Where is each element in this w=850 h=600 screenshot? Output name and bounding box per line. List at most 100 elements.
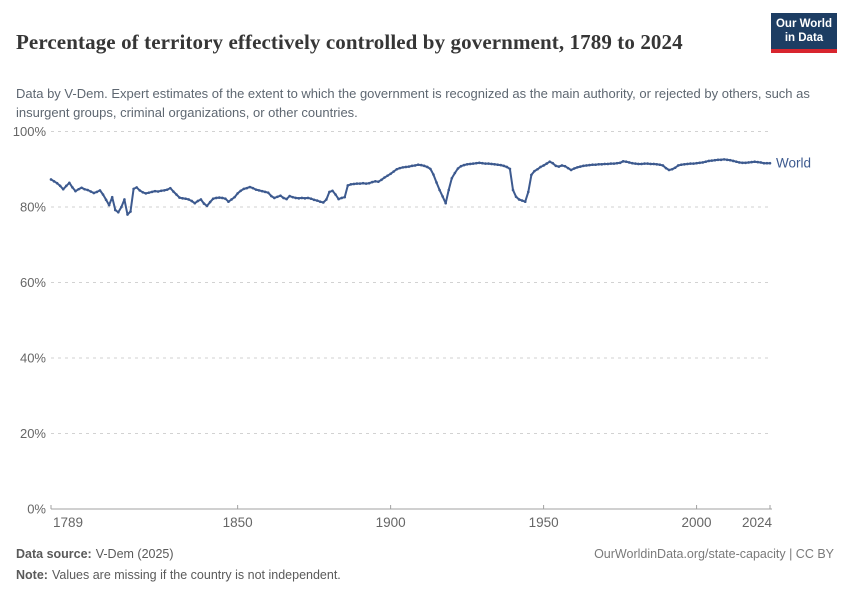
- data-point: [725, 158, 729, 162]
- data-point: [141, 190, 145, 194]
- data-point: [199, 198, 203, 201]
- data-point: [438, 188, 441, 192]
- data-point: [496, 163, 499, 167]
- data-point: [77, 187, 80, 191]
- data-point: [331, 189, 334, 193]
- data-point: [221, 196, 224, 200]
- data-point: [517, 198, 521, 201]
- data-point: [536, 167, 539, 171]
- data-point: [649, 162, 652, 166]
- data-point: [606, 162, 610, 166]
- data-point: [502, 164, 506, 168]
- data-point: [738, 161, 741, 164]
- data-point: [673, 166, 677, 170]
- data-point: [282, 196, 285, 200]
- data-point: [169, 186, 172, 190]
- data-point: [205, 204, 209, 208]
- y-axis-tick-label: 80%: [20, 200, 46, 215]
- data-point: [698, 161, 701, 165]
- chart-subtitle: Data by V-Dem. Expert estimates of the e…: [16, 86, 810, 120]
- data-point: [569, 168, 573, 172]
- data-point: [753, 160, 757, 163]
- data-point: [410, 164, 414, 168]
- data-point: [478, 161, 481, 165]
- data-point: [98, 189, 102, 192]
- data-point: [710, 159, 714, 162]
- data-point: [756, 160, 760, 164]
- data-point: [306, 196, 310, 200]
- footer-citation-link[interactable]: OurWorldinData.org/state-capacity | CC B…: [594, 547, 834, 561]
- data-point: [695, 161, 698, 165]
- data-point: [511, 188, 515, 192]
- world-line[interactable]: [50, 158, 771, 216]
- data-point: [716, 158, 720, 162]
- data-point: [701, 161, 704, 164]
- data-point: [661, 164, 665, 167]
- data-point: [178, 196, 181, 199]
- data-point: [579, 165, 582, 168]
- data-point: [251, 186, 255, 190]
- page-title: Percentage of territory effectively cont…: [16, 30, 683, 55]
- data-point: [263, 190, 267, 194]
- data-point: [643, 162, 646, 165]
- data-point: [367, 181, 371, 185]
- data-point: [692, 162, 695, 165]
- data-point: [138, 189, 142, 192]
- data-point: [89, 190, 93, 193]
- data-point: [257, 189, 261, 192]
- data-point: [227, 200, 230, 204]
- series-label-world[interactable]: World: [776, 156, 811, 171]
- data-point: [609, 162, 613, 165]
- data-point: [224, 197, 227, 200]
- data-point: [370, 180, 374, 184]
- data-point: [429, 167, 432, 171]
- data-point: [214, 196, 218, 200]
- data-point: [129, 210, 132, 213]
- data-point: [101, 193, 105, 196]
- data-point: [266, 191, 270, 194]
- data-point: [132, 187, 135, 191]
- data-point: [652, 162, 656, 166]
- data-point: [269, 194, 273, 198]
- data-point: [447, 188, 451, 192]
- data-point: [352, 182, 356, 186]
- data-point: [566, 166, 570, 170]
- data-point: [533, 169, 536, 173]
- y-axis-tick-label: 60%: [20, 275, 46, 290]
- data-point: [404, 165, 408, 169]
- data-point: [165, 188, 169, 191]
- data-point: [667, 168, 671, 172]
- y-axis-tick-label: 40%: [20, 351, 46, 366]
- data-point: [361, 181, 365, 185]
- data-point: [444, 201, 447, 205]
- data-point: [364, 182, 368, 185]
- data-point: [594, 163, 597, 167]
- data-point: [731, 159, 735, 163]
- data-point: [318, 200, 322, 204]
- data-point: [450, 177, 454, 180]
- data-point: [374, 180, 377, 183]
- data-point: [211, 197, 215, 200]
- data-point: [624, 160, 628, 163]
- data-point: [615, 161, 619, 165]
- data-point: [297, 197, 301, 200]
- data-point: [52, 180, 56, 183]
- data-point: [239, 189, 242, 193]
- note-value: Values are missing if the country is not…: [51, 568, 341, 582]
- footer-note: Note: Values are missing if the country i…: [16, 568, 341, 582]
- owid-logo[interactable]: Our World in Data: [771, 13, 837, 53]
- data-point: [640, 162, 643, 166]
- data-point: [175, 193, 178, 196]
- x-axis-tick-label: 2000: [682, 515, 712, 530]
- data-point: [631, 161, 634, 165]
- data-point: [664, 166, 668, 170]
- data-point: [162, 189, 166, 192]
- data-point: [346, 184, 350, 187]
- data-point: [582, 164, 585, 168]
- data-point: [499, 163, 503, 167]
- data-point: [242, 187, 246, 191]
- data-point: [236, 192, 239, 195]
- data-point: [575, 166, 579, 169]
